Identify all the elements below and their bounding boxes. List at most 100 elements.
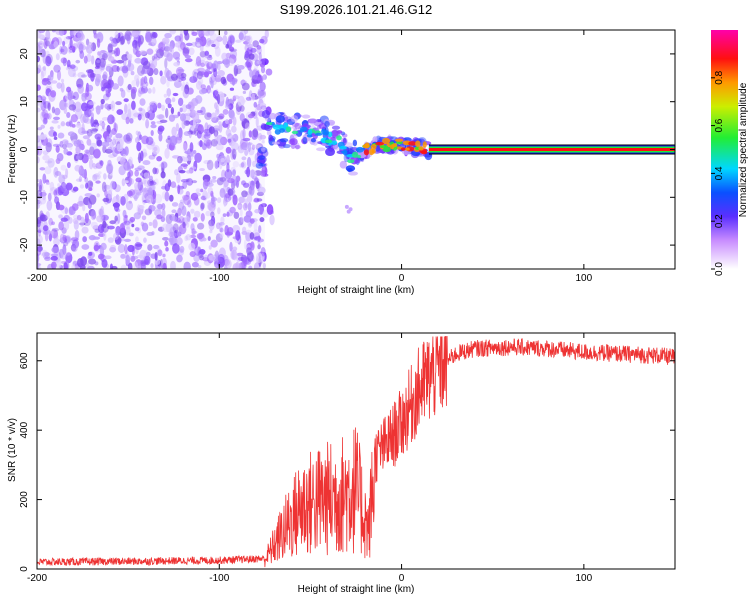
heatmap-noise-cell — [174, 169, 179, 176]
heatmap-noise-cell — [199, 50, 206, 58]
heatmap-transition-cell — [289, 137, 298, 146]
heatmap-noise-cell — [82, 114, 89, 124]
heatmap-noise-cell — [42, 154, 50, 161]
carrier-band-core — [428, 148, 675, 151]
heatmap-noise-cell — [261, 169, 266, 174]
heatmap-noise-cell — [193, 192, 201, 197]
heatmap-noise-cell — [53, 64, 61, 73]
heatmap-noise-cell — [52, 143, 61, 147]
heatmap-noise-cell — [147, 244, 153, 251]
heatmap-noise-cell — [122, 180, 129, 184]
heatmap-noise-cell — [97, 253, 105, 260]
heatmap-noise-cell — [87, 155, 94, 160]
heatmap-peak-cell — [382, 137, 391, 145]
heatmap-noise-cell — [210, 63, 216, 69]
heatmap-noise-cell — [237, 144, 245, 154]
heatmap-noise-cell — [165, 43, 170, 49]
heatmap-noise-cell — [120, 89, 126, 98]
heatmap-transition-cell — [301, 114, 311, 119]
heatmap-noise-cell — [85, 262, 90, 269]
heatmap-noise-cell — [45, 211, 50, 220]
heatmap-noise-cell — [39, 167, 46, 171]
heatmap-noise-cell — [63, 220, 70, 231]
heatmap-noise-cell — [37, 227, 42, 237]
heatmap-noise-cell — [208, 219, 215, 227]
heatmap-noise-cell — [262, 74, 268, 80]
heatmap-noise-cell — [124, 33, 131, 40]
heatmap-noise-cell — [257, 244, 261, 250]
heatmap-noise-cell — [120, 237, 125, 242]
heatmap-noise-cell — [111, 37, 118, 47]
heatmap-noise-cell — [144, 255, 151, 266]
heatmap-noise-cell — [124, 244, 128, 255]
heatmap-peak-cell — [394, 138, 404, 142]
heatmap-noise-cell — [190, 223, 195, 231]
heatmap-peak-cell — [375, 141, 385, 146]
heatmap-xtick-label: -100 — [209, 273, 229, 284]
heatmap-noise-cell — [55, 145, 60, 153]
heatmap-noise-cell — [68, 206, 74, 216]
heatmap-noise-cell — [91, 128, 99, 132]
heatmap-noise-cell — [141, 222, 145, 229]
heatmap-noise-cell — [37, 249, 41, 256]
heatmap-ytick-label: 10 — [19, 96, 30, 108]
heatmap-noise-cell — [115, 47, 121, 57]
heatmap-noise-cell — [154, 251, 158, 261]
heatmap-noise-cell — [101, 52, 108, 61]
heatmap-peak-cell — [315, 132, 323, 136]
heatmap-noise-cell — [72, 239, 80, 249]
heatmap-noise-cell — [178, 223, 187, 235]
heatmap-noise-cell — [102, 71, 108, 82]
heatmap-peak-cell — [341, 150, 347, 154]
heatmap-noise-cell — [219, 227, 224, 233]
heatmap-noise-cell — [40, 124, 45, 129]
heatmap-noise-cell — [76, 155, 80, 160]
heatmap-noise-cell — [67, 131, 76, 137]
heatmap-noise-cell — [95, 105, 103, 111]
heatmap-noise-cell — [242, 202, 248, 211]
heatmap-noise-cell — [254, 209, 261, 214]
heatmap-noise-cell — [49, 71, 54, 81]
heatmap-noise-cell — [41, 96, 47, 101]
heatmap-noise-cell — [150, 263, 154, 269]
heatmap-noise-cell — [139, 172, 144, 176]
heatmap-noise-cell — [105, 65, 112, 72]
heatmap-transition-cell — [280, 111, 286, 118]
snr-layer — [37, 336, 675, 568]
heatmap-noise-cell — [256, 60, 263, 65]
heatmap-noise-cell — [259, 81, 266, 92]
heatmap-transition-cell — [345, 165, 356, 172]
heatmap-noise-cell — [37, 42, 43, 46]
heatmap-noise-cell — [146, 194, 154, 204]
heatmap-noise-cell — [208, 220, 215, 231]
heatmap-noise-cell — [210, 178, 217, 183]
heatmap-noise-cell — [145, 33, 152, 39]
heatmap-noise-cell — [200, 62, 206, 68]
heatmap-noise-cell — [200, 71, 205, 76]
heatmap-noise-cell — [203, 138, 212, 147]
heatmap-peak-cell — [272, 124, 281, 130]
heatmap-noise-cell — [237, 202, 243, 210]
heatmap-noise-cell — [206, 141, 210, 149]
heatmap-noise-cell — [77, 71, 86, 78]
heatmap-noise-cell — [81, 74, 87, 78]
heatmap-noise-cell — [158, 264, 165, 269]
heatmap-noise-cell — [195, 95, 203, 104]
heatmap-noise-cell — [190, 192, 199, 201]
heatmap-noise-cell — [229, 48, 238, 52]
heatmap-noise-cell — [116, 65, 120, 73]
heatmap-noise-cell — [124, 226, 131, 236]
heatmap-noise-cell — [143, 237, 147, 243]
heatmap-noise-cell — [85, 182, 89, 189]
heatmap-noise-cell — [156, 203, 163, 210]
heatmap-noise-cell — [78, 195, 84, 206]
heatmap-noise-cell — [48, 233, 53, 242]
heatmap-noise-cell — [205, 210, 211, 217]
heatmap-noise-cell — [106, 135, 110, 142]
heatmap-noise-cell — [229, 78, 238, 85]
colorbar-ticks: 0.0 0.2 0.4 0.6 0.8 — [711, 70, 725, 276]
heatmap-noise-cell — [60, 181, 67, 192]
heatmap-noise-cell — [192, 217, 198, 222]
heatmap-noise-cell — [225, 43, 230, 49]
heatmap-noise-cell — [253, 65, 259, 69]
